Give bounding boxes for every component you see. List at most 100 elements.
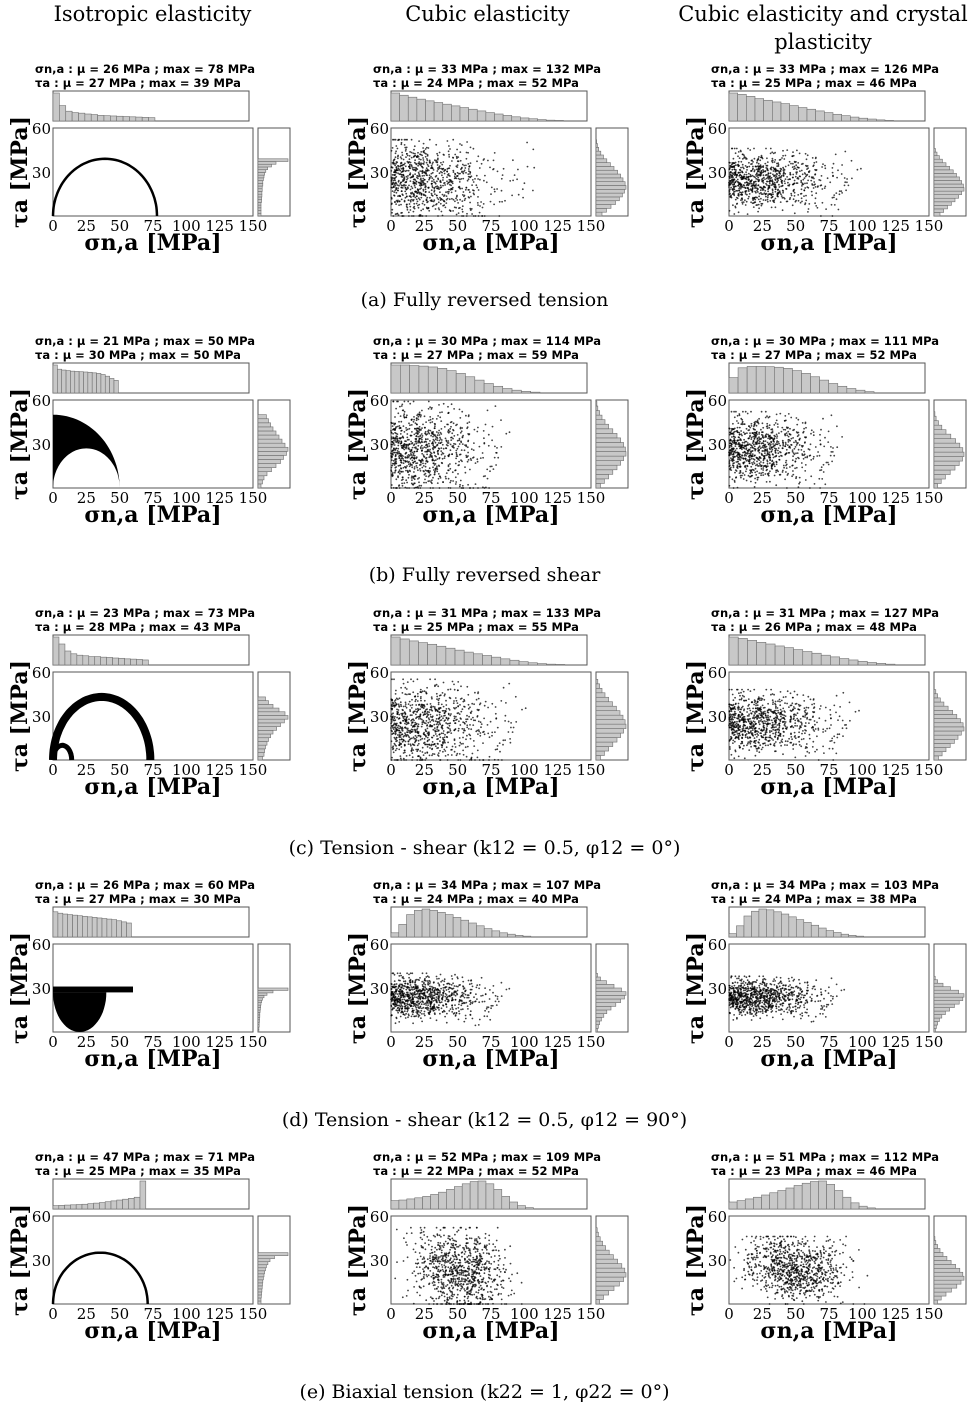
scatter-point <box>814 186 817 188</box>
scatter-point <box>446 197 449 200</box>
sigma-hist-bar <box>454 649 465 666</box>
scatter-point <box>733 410 735 413</box>
sigma-hist-bar <box>59 105 67 122</box>
scatter-point <box>507 720 510 723</box>
sigma-hist-bar <box>65 110 73 122</box>
scatter-point <box>493 190 496 193</box>
scatter-point <box>463 721 466 724</box>
scatter-point <box>770 437 773 439</box>
scatter-point <box>484 700 487 703</box>
scatter-point <box>425 167 428 170</box>
scatter-point <box>766 460 769 463</box>
scatter-point <box>460 449 463 451</box>
scatter-point <box>413 478 416 481</box>
scatter-point <box>748 448 750 451</box>
scatter-point <box>396 400 398 403</box>
scatter-point <box>465 414 467 417</box>
scatter-point <box>769 147 772 150</box>
scatter-point <box>760 461 762 463</box>
scatter-point <box>766 180 769 183</box>
scatter-point <box>455 706 458 709</box>
scatter-point <box>438 404 440 406</box>
scatter-point <box>428 708 431 711</box>
scatter-point <box>435 718 438 720</box>
scatter-point <box>447 487 450 489</box>
scatter-point <box>434 185 437 188</box>
scatter-point <box>452 437 454 440</box>
scatter-point <box>784 441 787 444</box>
scatter-point <box>767 190 769 193</box>
scatter-point <box>404 165 407 168</box>
tau-hist-bar <box>595 478 605 484</box>
scatter-point <box>790 444 793 446</box>
scatter-point <box>757 458 760 461</box>
scatter-point <box>397 444 400 447</box>
scatter-point <box>500 177 503 180</box>
scatter-point <box>458 720 460 723</box>
scatter-point <box>770 184 773 187</box>
scatter-point <box>731 464 734 467</box>
scatter-point <box>477 729 480 731</box>
scatter-point <box>427 480 430 483</box>
scatter-point <box>799 170 801 173</box>
scatter-point <box>489 720 492 723</box>
scatter-point <box>422 754 425 756</box>
scatter-point <box>771 431 774 434</box>
scatter-point <box>437 453 440 456</box>
scatter-point <box>785 459 788 462</box>
scatter-point <box>761 450 764 452</box>
scatter-point <box>438 456 441 459</box>
scatter-point <box>417 197 420 200</box>
scatter-point <box>481 215 483 217</box>
scatter-point <box>422 142 425 145</box>
scatter-point <box>768 435 771 438</box>
scatter-point <box>461 484 464 487</box>
sigma-hist-bar <box>876 663 887 666</box>
scatter-point <box>424 457 427 460</box>
scatter-point <box>490 186 493 189</box>
scatter-point <box>443 204 446 207</box>
scatter-point <box>483 730 485 733</box>
scatter-point <box>792 173 795 176</box>
scatter-point <box>827 461 829 464</box>
scatter-point <box>446 170 448 173</box>
scatter-point <box>785 443 787 446</box>
scatter-point <box>745 468 748 470</box>
scatter-point <box>416 710 419 713</box>
scatter-point <box>517 168 519 171</box>
scatter-point <box>824 483 827 486</box>
scatter-point <box>403 138 406 141</box>
scatter-point <box>731 460 734 463</box>
scatter-point <box>393 464 396 466</box>
scatter-point <box>395 689 397 692</box>
scatter-point <box>413 719 415 722</box>
scatter-point <box>812 165 815 168</box>
scatter-point <box>742 457 745 460</box>
scatter-point <box>412 152 415 155</box>
scatter-point <box>467 728 470 730</box>
scatter-point <box>788 178 791 181</box>
scatter-point <box>416 744 419 747</box>
scatter-point <box>411 165 413 168</box>
scatter-point <box>414 186 417 189</box>
scatter-point <box>468 433 470 436</box>
scatter-point <box>418 198 421 201</box>
scatter-point <box>408 465 411 468</box>
scatter-point <box>741 203 744 205</box>
scatter-point <box>459 198 461 201</box>
scatter-point <box>775 461 778 464</box>
scatter-point <box>749 182 751 184</box>
scatter-point <box>394 138 397 141</box>
scatter-point <box>814 202 816 205</box>
scatter-point <box>408 700 411 703</box>
tau-hist-bar <box>257 730 274 735</box>
scatter-point <box>446 719 449 721</box>
scatter-point <box>405 706 408 709</box>
scatter-point <box>430 705 433 707</box>
scatter-point <box>448 167 451 170</box>
scatter-point <box>460 697 463 700</box>
scatter-point <box>411 752 414 754</box>
scatter-point <box>408 718 410 721</box>
y-axis-label: τa [MPa] <box>683 388 709 500</box>
scatter-point <box>801 185 803 187</box>
